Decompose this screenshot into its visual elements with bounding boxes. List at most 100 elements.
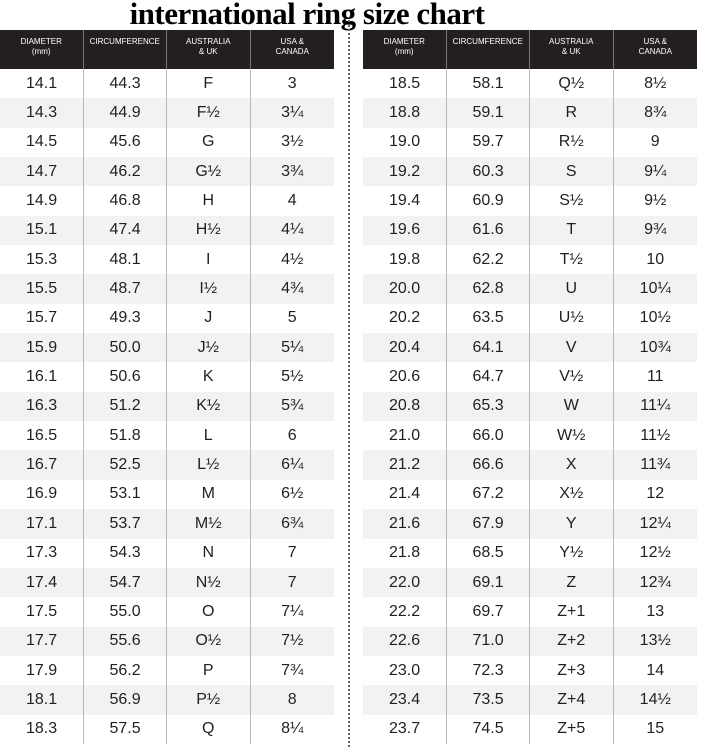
table-row: 18.1 56.9 P½ 8	[0, 685, 334, 715]
cell-diameter: 21.8	[363, 538, 447, 568]
cell-usa-canada: 4¼	[281, 221, 304, 239]
cell-australia-uk: L	[167, 421, 251, 451]
table-row: 17.3 54.3 N 7	[0, 538, 334, 568]
cell-circumference: 44.3	[84, 69, 167, 99]
cell-usa-canada: 9½	[644, 192, 667, 210]
cell-diameter: 15.1	[0, 215, 84, 246]
cell-australia-uk: H	[167, 186, 251, 216]
cell-diameter: 14.3	[0, 98, 84, 128]
cell-diameter: 15.7	[0, 303, 84, 334]
table-row: 19.6 61.6 T 9¾	[363, 215, 697, 246]
cell-australia-uk: H½	[167, 215, 251, 246]
table-row: 14.5 45.6 G 3½	[0, 127, 334, 158]
cell-circumference: 58.1	[447, 69, 530, 99]
cell-australia-uk: N½	[167, 567, 251, 598]
cell-usa-canada: 15	[646, 720, 665, 738]
table-row: 16.9 53.1 M 6½	[0, 479, 334, 510]
page-title: international ring size chart	[129, 0, 485, 31]
cell-usa-canada: 6¼	[281, 456, 304, 474]
cell-australia-uk: V	[530, 333, 614, 363]
cell-usa-canada: 9¼	[644, 162, 667, 180]
cell-circumference: 53.7	[84, 509, 167, 539]
cell-circumference: 74.5	[447, 714, 530, 744]
table-row: 18.3 57.5 Q 8¼	[0, 714, 334, 744]
header-australia-uk: AUSTRALIA & UK	[167, 30, 251, 69]
cell-usa-canada: 6	[287, 426, 297, 444]
cell-usa-canada: 3¼	[281, 104, 304, 122]
table-row: 14.3 44.9 F½ 3¼	[0, 98, 334, 128]
cell-australia-uk: O	[167, 597, 251, 627]
cell-australia-uk: P½	[167, 685, 251, 715]
cell-diameter: 16.1	[0, 362, 84, 392]
table-row: 21.8 68.5 Y½ 12½	[363, 538, 697, 568]
table-row: 15.5 48.7 I½ 4¾	[0, 274, 334, 304]
table-row: 21.4 67.2 X½ 12	[363, 479, 697, 510]
table-row: 19.0 59.7 R½ 9	[363, 127, 697, 158]
cell-australia-uk: V½	[530, 362, 614, 392]
cell-australia-uk: Y	[530, 509, 614, 539]
table-row: 17.5 55.0 O 7¼	[0, 597, 334, 627]
table-row: 16.5 51.8 L 6	[0, 421, 334, 451]
cell-diameter: 19.8	[363, 245, 447, 275]
cell-australia-uk: P	[167, 655, 251, 686]
cell-australia-uk: U	[530, 274, 614, 304]
cell-australia-uk: Z+3	[530, 655, 614, 686]
cell-usa-canada: 4	[287, 192, 297, 210]
cell-usa-canada: 5¼	[281, 338, 304, 356]
cell-circumference: 44.9	[84, 98, 167, 128]
cell-circumference: 57.5	[84, 714, 167, 744]
table-row: 23.7 74.5 Z+5 15	[363, 714, 697, 744]
cell-diameter: 17.3	[0, 538, 84, 568]
cell-diameter: 17.5	[0, 597, 84, 627]
cell-circumference: 56.2	[84, 655, 167, 686]
cell-circumference: 46.8	[84, 186, 167, 216]
cell-australia-uk: Z+4	[530, 685, 614, 715]
cell-australia-uk: M	[167, 479, 251, 510]
cell-usa-canada: 3¾	[281, 162, 304, 180]
cell-diameter: 20.6	[363, 362, 447, 392]
cell-usa-canada: 14	[646, 661, 665, 679]
cell-circumference: 55.6	[84, 626, 167, 656]
cell-usa-canada: 6¾	[281, 514, 304, 532]
table-row: 17.9 56.2 P 7¾	[0, 655, 334, 686]
cell-australia-uk: X	[530, 450, 614, 480]
cell-usa-canada: 10½	[639, 309, 671, 327]
cell-australia-uk: M½	[167, 509, 251, 539]
cell-diameter: 23.0	[363, 655, 447, 686]
dotted-divider	[348, 20, 350, 747]
cell-usa-canada: 7½	[281, 632, 304, 650]
cell-circumference: 47.4	[84, 215, 167, 246]
cell-diameter: 14.9	[0, 186, 84, 216]
cell-circumference: 53.1	[84, 479, 167, 510]
ring-size-table-right: DIAMETER (mm) CIRCUMFERENCE AUSTRALIA & UK…	[363, 30, 697, 744]
cell-usa-canada: 3½	[281, 133, 304, 151]
cell-australia-uk: F	[167, 69, 251, 99]
cell-australia-uk: R½	[530, 127, 614, 158]
cell-circumference: 64.1	[447, 333, 530, 363]
cell-diameter: 19.4	[363, 186, 447, 216]
table-row: 15.7 49.3 J 5	[0, 303, 334, 334]
cell-diameter: 23.4	[363, 685, 447, 715]
cell-circumference: 48.1	[84, 245, 167, 275]
cell-australia-uk: N	[167, 538, 251, 568]
cell-circumference: 63.5	[447, 303, 530, 334]
cell-diameter: 21.4	[363, 479, 447, 510]
cell-australia-uk: Q½	[530, 69, 614, 99]
cell-australia-uk: F½	[167, 98, 251, 128]
cell-usa-canada: 5¾	[281, 397, 304, 415]
cell-usa-canada: 10¾	[639, 338, 671, 356]
cell-usa-canada: 8¾	[644, 104, 667, 122]
table-row: 21.0 66.0 W½ 11½	[363, 421, 697, 451]
header-diameter: DIAMETER (mm)	[0, 30, 84, 69]
cell-diameter: 22.6	[363, 626, 447, 656]
cell-australia-uk: J½	[167, 333, 251, 363]
cell-diameter: 16.7	[0, 450, 84, 480]
table-row: 15.1 47.4 H½ 4¼	[0, 215, 334, 246]
table-row: 19.8 62.2 T½ 10	[363, 245, 697, 275]
cell-circumference: 49.3	[84, 303, 167, 334]
table-row: 22.2 69.7 Z+1 13	[363, 597, 697, 627]
cell-australia-uk: Q	[167, 714, 251, 744]
cell-usa-canada: 13½	[639, 632, 671, 650]
cell-diameter: 14.5	[0, 127, 84, 158]
cell-australia-uk: O½	[167, 626, 251, 656]
